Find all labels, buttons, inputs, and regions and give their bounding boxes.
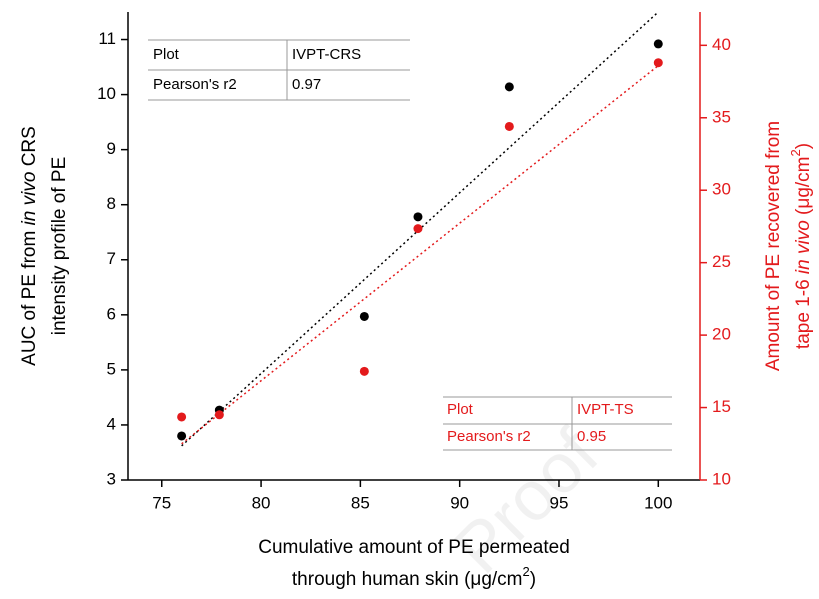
- y-axis-title-part: AUC of PE from: [19, 225, 40, 365]
- y2-axis-title-part: in vivo: [793, 220, 814, 274]
- x-tick-label: 100: [644, 493, 672, 512]
- y2-axis-title: Amount of PE recovered from tape 1-6 in …: [763, 121, 814, 371]
- y2-axis-title-part: ): [793, 143, 814, 149]
- point: [177, 412, 187, 422]
- table-cell: Plot: [153, 46, 180, 63]
- point: [177, 431, 187, 441]
- table-cell: Pearson's r2: [447, 428, 531, 445]
- x-tick-label: 90: [450, 493, 469, 512]
- y-axis-title: AUC of PE from in vivo CRS intensity pro…: [19, 126, 70, 366]
- y2-axis-title-line: Amount of PE recovered from: [763, 121, 784, 371]
- table-cell: Plot: [447, 401, 474, 418]
- fit-line: [181, 65, 659, 445]
- y-axis-title-line: AUC of PE from in vivo CRS: [19, 126, 40, 366]
- point: [653, 58, 663, 68]
- table-cell: IVPT-TS: [577, 401, 634, 418]
- y2-tick-label: 40: [712, 35, 731, 54]
- x-axis-title-part: ): [530, 569, 536, 590]
- x-axis-title: through human skin (μg/cm2): [292, 564, 536, 590]
- y-tick-label: 5: [107, 359, 116, 378]
- y2-axis-title-sup: 2: [788, 149, 803, 156]
- y2-axis-title-part: (μg/cm: [793, 156, 814, 220]
- table-cell: 0.97: [292, 76, 321, 93]
- x-tick-label: 85: [351, 493, 370, 512]
- y2-axis-title-line: tape 1-6 in vivo (μg/cm2): [788, 143, 814, 349]
- stats-table: Plot IVPT-CRS Pearson's r2 0.97: [148, 39, 410, 101]
- stats-table: Plot IVPT-TS Pearson's r2 0.95: [443, 396, 672, 451]
- y-tick-label: 8: [107, 194, 116, 213]
- point: [504, 82, 514, 92]
- x-tick-label: 95: [550, 493, 569, 512]
- point: [413, 224, 423, 234]
- y2-tick-label: 10: [712, 469, 731, 488]
- y2-tick-label: 15: [712, 397, 731, 416]
- x-tick-label: 80: [252, 493, 271, 512]
- x-axis-title: Cumulative amount of PE permeated: [258, 537, 570, 558]
- x-axis-title-part: through human skin (μg/cm: [292, 569, 523, 590]
- point: [653, 39, 663, 49]
- y-axis-title-part: in vivo: [19, 172, 40, 226]
- table-cell: Pearson's r2: [153, 76, 237, 93]
- y2-tick-label: 25: [712, 252, 731, 271]
- y-tick-label: 10: [97, 84, 116, 103]
- point: [359, 311, 369, 321]
- y2-tick-label: 35: [712, 107, 731, 126]
- point: [413, 212, 423, 222]
- y-tick-label: 11: [98, 29, 116, 48]
- y2-tick-label: 20: [712, 325, 731, 344]
- y-tick-label: 6: [107, 304, 116, 323]
- point: [214, 410, 224, 420]
- table-cell: IVPT-CRS: [292, 46, 361, 63]
- y-axis-title-line: intensity profile of PE: [49, 157, 70, 335]
- x-axis-title-sup: 2: [523, 564, 530, 579]
- y2-tick-label: 30: [712, 180, 731, 199]
- y-tick-label: 7: [107, 249, 116, 268]
- point: [359, 366, 369, 376]
- y-tick-label: 3: [107, 469, 116, 488]
- y-axis-title-part: CRS: [19, 126, 40, 171]
- point: [504, 121, 514, 131]
- y-tick-label: 4: [107, 414, 116, 433]
- y-tick-label: 9: [107, 139, 116, 158]
- x-tick-label: 75: [152, 493, 171, 512]
- table-cell: 0.95: [577, 428, 606, 445]
- y2-axis-title-part: tape 1-6: [793, 274, 814, 349]
